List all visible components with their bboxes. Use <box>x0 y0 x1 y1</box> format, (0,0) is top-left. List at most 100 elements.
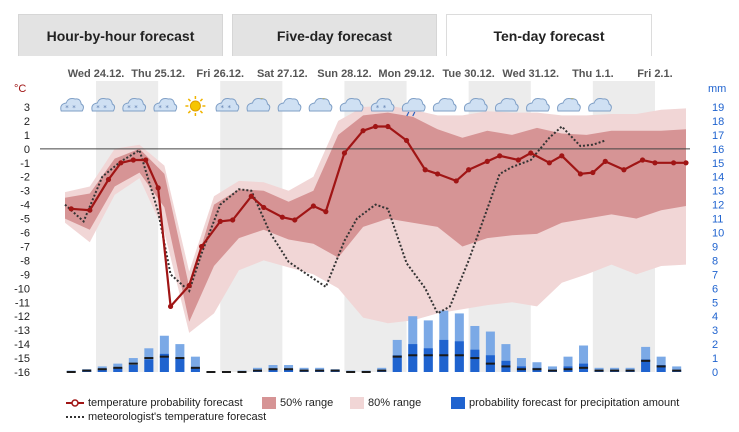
precip-bar-high <box>672 366 682 372</box>
cloud-shape <box>215 98 240 112</box>
precip-bar-high <box>470 325 480 372</box>
y2-tick-label: 8 <box>712 255 718 267</box>
precip-bar-low <box>656 365 666 372</box>
cloud-shape <box>339 98 364 112</box>
y-tick-label: -12 <box>14 311 30 323</box>
legend-meteo-swatch <box>66 416 84 418</box>
temperature-point <box>261 204 267 211</box>
day-label: Wed 31.12. <box>502 68 559 80</box>
forecast-tabs: Hour-by-hour forecast Five-day forecast … <box>0 0 739 56</box>
chart-legend: temperature probability forecast 50% ran… <box>0 392 739 432</box>
temperature-point <box>453 178 459 184</box>
legend-meteo-label: meteorologist's temperature forecast <box>88 411 267 423</box>
legend-precip-swatch <box>451 397 465 409</box>
y-tick-label: -5 <box>20 214 30 226</box>
y-tick-label: 1 <box>24 130 30 142</box>
cloud-shape <box>526 98 550 112</box>
y2-tick-label: 14 <box>712 172 724 184</box>
precip-bar-low <box>144 359 154 372</box>
precip-bar-low <box>392 355 402 372</box>
day-label: Fri 26.12. <box>196 68 244 80</box>
precip-bar-low <box>408 344 418 372</box>
temperature-point <box>118 160 124 166</box>
day-label: Tue 30.12. <box>442 68 494 80</box>
temperature-point <box>683 160 689 166</box>
cloud-shape <box>122 98 147 112</box>
cloud-icon <box>463 98 488 112</box>
legend-meteo: meteorologist's temperature forecast <box>66 411 266 423</box>
y-tick-label: -9 <box>20 269 30 281</box>
y-tick-label: -10 <box>14 283 30 295</box>
meteorologist-line <box>64 125 606 315</box>
y-axis-unit: °C <box>14 83 26 95</box>
day-label: Mon 29.12. <box>378 68 434 80</box>
tab-five-day[interactable]: Five-day forecast <box>232 14 437 56</box>
temperature-point <box>87 207 93 213</box>
temperature-point <box>484 158 490 164</box>
y-tick-label: -13 <box>14 325 30 337</box>
temperature-point <box>155 185 161 191</box>
precip-bar-low <box>423 348 433 372</box>
snowflake: * <box>158 104 162 112</box>
temperature-point <box>670 160 677 166</box>
legend-range80-label: 80% range <box>368 397 422 409</box>
cloud-icon <box>588 98 612 112</box>
sun-disc <box>189 100 201 112</box>
temperature-point <box>435 171 441 177</box>
precip-bar-low <box>284 369 294 372</box>
cloud-shape <box>432 98 457 112</box>
legend-temp-label: temperature probability forecast <box>88 397 243 409</box>
y2-tick-label: 1 <box>712 353 718 365</box>
sun-icon <box>185 96 206 116</box>
temperature-point <box>372 123 379 130</box>
y2-tick-label: 6 <box>712 283 718 295</box>
precip-bar-high <box>423 320 433 372</box>
snow-cloud-icon: * * <box>60 98 84 112</box>
forecast-chart: 3210-1-2-3-4-5-6-7-8-9-10-11-12-13-14-15… <box>14 68 726 379</box>
legend-precip-label: probability forecast for precipitation a… <box>469 397 680 409</box>
range-50-area <box>65 112 686 322</box>
snowflake: * <box>376 104 380 112</box>
sun-cloud-icon <box>246 98 271 112</box>
cloud-icon <box>277 98 302 112</box>
precip-bar-low <box>454 341 464 372</box>
temperature-point <box>577 171 584 177</box>
legend-range50-label: 50% range <box>280 397 334 409</box>
legend-range50: 50% range <box>262 397 333 409</box>
y-tick-label: -2 <box>20 172 30 184</box>
legend-range80: 80% range <box>350 397 421 409</box>
day-band <box>96 81 159 372</box>
y-tick-label: -16 <box>14 367 30 379</box>
precip-bar-high <box>547 366 557 372</box>
temperature-point <box>199 243 205 250</box>
precip-bar-high <box>532 362 542 372</box>
y-tick-label: -8 <box>20 255 30 267</box>
temperature-point <box>310 203 316 209</box>
precip-bar-low <box>128 365 138 372</box>
y2-tick-label: 0 <box>712 367 718 379</box>
tab-hour-by-hour[interactable]: Hour-by-hour forecast <box>18 14 223 56</box>
raindrop <box>406 111 410 117</box>
y-tick-label: 2 <box>24 116 30 128</box>
rain-cloud-icon <box>401 98 426 117</box>
precip-bar-low <box>190 367 200 372</box>
raindrop <box>412 111 416 117</box>
snow-cloud-icon: * * <box>122 98 147 112</box>
cloud-shape <box>308 98 333 112</box>
temperature-point <box>167 303 174 310</box>
legend-range80-swatch <box>350 397 364 409</box>
temperature-point <box>279 214 285 220</box>
sun-cloud-icon <box>557 98 581 112</box>
snowflake: * <box>221 104 225 112</box>
precip-bar-high <box>579 345 589 372</box>
tab-ten-day[interactable]: Ten-day forecast <box>446 14 652 56</box>
precip-bar-low <box>113 367 123 372</box>
snowflake: * <box>65 104 69 112</box>
snow-cloud-icon: * * <box>153 98 178 112</box>
cloud-icon <box>494 98 519 112</box>
temperature-point <box>341 150 348 156</box>
y2-tick-label: 17 <box>712 130 724 142</box>
temperature-point <box>652 160 658 166</box>
y2-tick-label: 19 <box>712 102 724 114</box>
precip-bar-high <box>501 344 511 372</box>
